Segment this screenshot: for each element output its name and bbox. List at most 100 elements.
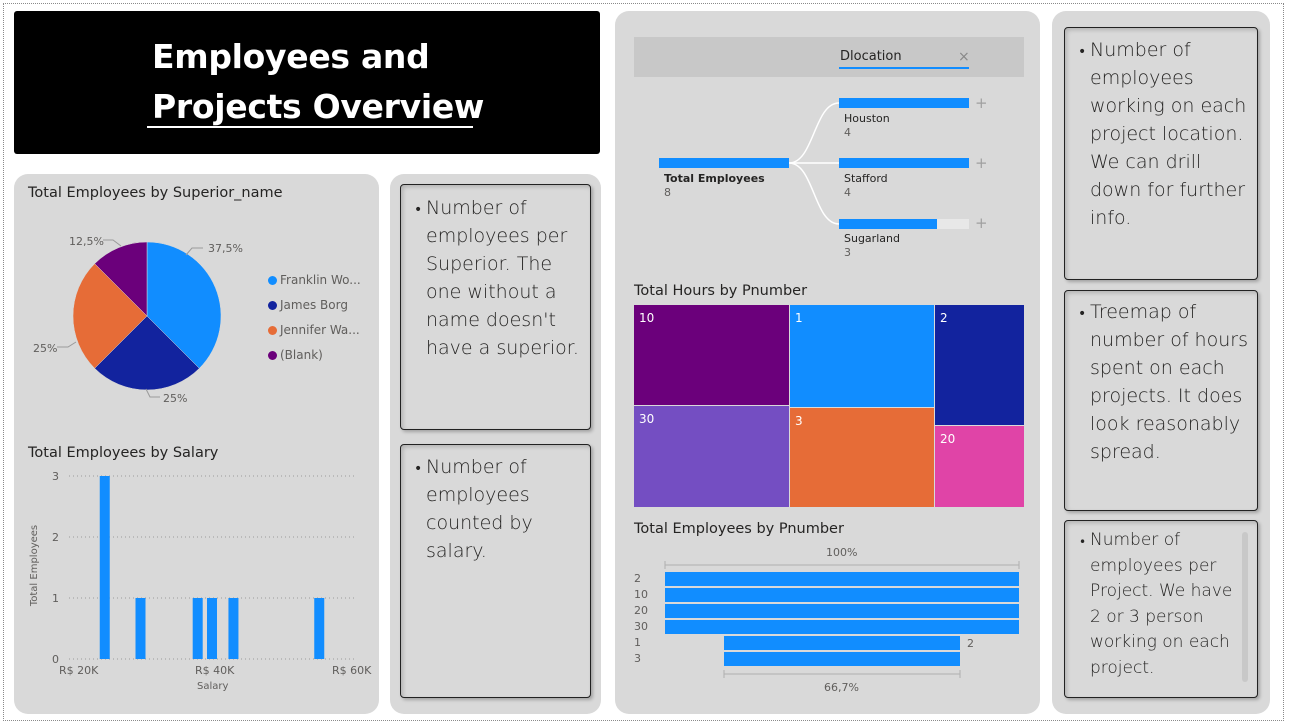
funnel-category-label: 3 <box>634 652 641 665</box>
note-salary: Number of employees counted by salary. <box>426 456 533 562</box>
note-treemap: Treemap of number of hours spent on each… <box>1090 301 1248 463</box>
decomp-filter-underline <box>839 67 969 69</box>
treemap-cell[interactable]: 20 <box>935 426 1024 507</box>
decomp-value-stafford: 4 <box>844 186 851 199</box>
close-icon[interactable]: × <box>958 49 970 65</box>
y-axis-label: Total Employees <box>29 524 41 607</box>
note-location: Number of employees working on each proj… <box>1090 39 1247 229</box>
x-tick-60k: R$ 60K <box>332 664 372 677</box>
bullet-icon: • <box>1078 306 1087 322</box>
pie-slice[interactable] <box>146 241 222 369</box>
funnel-bottom-label: 66,7% <box>824 681 859 694</box>
salary-bar[interactable] <box>207 598 217 659</box>
treemap-title: Total Hours by Pnumber <box>634 283 808 299</box>
treemap-cell[interactable]: 30 <box>634 406 789 507</box>
treemap-cell[interactable]: 10 <box>634 305 789 405</box>
pie-slice[interactable] <box>72 263 148 369</box>
decomp-root-bar[interactable] <box>659 158 789 168</box>
legend-dot <box>268 351 277 360</box>
funnel-title: Total Employees by Pnumber <box>634 521 844 537</box>
note-card-superior <box>400 184 591 430</box>
treemap-cell-label: 20 <box>940 432 956 446</box>
salary-bar[interactable] <box>314 598 325 659</box>
salary-chart-title: Total Employees by Salary <box>28 445 219 461</box>
funnel-category-label: 1 <box>634 636 641 649</box>
funnel-side-value: 2 <box>967 637 974 650</box>
funnel-bar[interactable] <box>665 572 1019 586</box>
salary-bar[interactable] <box>135 598 146 659</box>
salary-bar[interactable] <box>99 476 110 659</box>
legend-dot <box>268 276 277 285</box>
funnel-category-label: 20 <box>634 604 648 617</box>
treemap-cell-label: 2 <box>940 311 948 325</box>
treemap-cell[interactable]: 1 <box>790 305 934 407</box>
treemap[interactable]: 10 1 2 30 3 20 <box>634 305 1024 507</box>
decomp-filter-bar <box>634 37 1024 77</box>
pie-label-jennifer: 25% <box>33 342 58 355</box>
page-title: Employees and Projects Overview <box>152 32 492 132</box>
treemap-cell-label: 3 <box>795 414 803 428</box>
pie-label-james: 25% <box>163 392 188 405</box>
salary-bar-chart[interactable] <box>0 0 355 660</box>
funnel-bar[interactable] <box>724 636 960 650</box>
decomp-value-houston: 4 <box>844 126 851 139</box>
funnel-bar[interactable] <box>665 604 1019 618</box>
note-card-project <box>1064 520 1258 698</box>
funnel-category-label: 30 <box>634 620 648 633</box>
note-superior: Number of employees per Superior. The on… <box>426 197 579 359</box>
legend-item-james[interactable]: James Borg <box>268 298 348 312</box>
expand-icon[interactable]: + <box>975 214 988 232</box>
treemap-cell-label: 30 <box>639 412 655 426</box>
legend-item-franklin[interactable]: Franklin Wo... <box>268 273 361 287</box>
pie-chart[interactable] <box>0 0 222 398</box>
bullet-icon: • <box>1078 44 1087 60</box>
treemap-cell[interactable]: 3 <box>790 408 934 507</box>
legend-dot <box>268 301 277 310</box>
funnel-top-label: 100% <box>826 546 858 559</box>
bullet-icon: • <box>1079 535 1087 549</box>
decomp-label-houston: Houston <box>844 112 890 125</box>
pie-chart-title: Total Employees by Superior_name <box>28 185 283 201</box>
decomp-bar-houston[interactable] <box>839 98 969 108</box>
funnel-bar[interactable] <box>665 588 1019 602</box>
decomp-root-value: 8 <box>664 186 671 199</box>
pie-leader-line <box>145 388 160 398</box>
treemap-cell[interactable]: 2 <box>935 305 1024 425</box>
decomp-filter-label[interactable]: Dlocation <box>840 49 902 64</box>
expand-icon[interactable]: + <box>975 94 988 112</box>
legend-label: (Blank) <box>280 348 323 362</box>
funnel-bar[interactable] <box>665 620 1019 634</box>
decomp-bar-stafford[interactable] <box>839 158 969 168</box>
decomp-bar-sugarland[interactable] <box>839 219 937 229</box>
legend-item-jennifer[interactable]: Jennifer Wa... <box>268 323 360 337</box>
legend-item-blank[interactable]: (Blank) <box>268 348 323 362</box>
note-card-salary <box>400 444 591 698</box>
pie-leader-line <box>103 239 122 247</box>
pie-leader-line <box>185 247 203 256</box>
title-underline <box>147 126 473 128</box>
legend-label: Jennifer Wa... <box>280 323 360 337</box>
legend-label: James Borg <box>280 298 348 312</box>
canvas-frame <box>3 3 1284 721</box>
note-project: Number of employees per Project. We have… <box>1090 530 1233 678</box>
title-banner <box>14 11 600 154</box>
salary-bar[interactable] <box>192 598 203 659</box>
pie-slice[interactable] <box>94 241 148 317</box>
salary-bar[interactable] <box>228 598 239 659</box>
pie-label-blank: 12,5% <box>69 235 104 248</box>
expand-icon[interactable]: + <box>975 154 988 172</box>
funnel-category-label: 10 <box>634 588 648 601</box>
treemap-cell-label: 10 <box>639 311 655 325</box>
y-tick-1: 1 <box>52 592 59 605</box>
decomp-label-stafford: Stafford <box>844 172 888 185</box>
bullet-icon: • <box>414 461 423 477</box>
y-tick-3: 3 <box>52 470 59 483</box>
x-tick-40k: R$ 40K <box>195 664 235 677</box>
decomp-root-label: Total Employees <box>664 172 765 185</box>
note-card-location <box>1064 27 1258 280</box>
note-scrollbar[interactable] <box>1242 532 1248 682</box>
legend-dot <box>268 326 277 335</box>
decomp-label-sugarland: Sugarland <box>844 232 900 245</box>
funnel-bar[interactable] <box>724 652 960 666</box>
decomp-value-sugarland: 3 <box>844 246 851 259</box>
